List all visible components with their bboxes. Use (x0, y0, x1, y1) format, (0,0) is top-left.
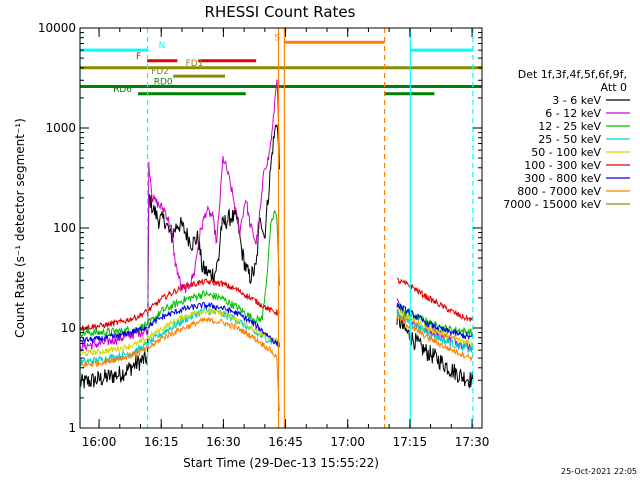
y-axis-label: Count Rate (s⁻¹ detector segment⁻¹) (13, 118, 27, 338)
x-axis-label: Start Time (29-Dec-13 15:55:22) (183, 456, 379, 470)
series-line (80, 278, 280, 332)
legend-label: 7000 - 15000 keV (503, 198, 601, 211)
state-bar-label: N (159, 41, 166, 51)
legend-label: 12 - 25 keV (538, 120, 601, 133)
y-tick-label: 10000 (38, 21, 76, 35)
x-tick-label: 16:00 (82, 435, 117, 449)
legend-label: 800 - 7000 keV (517, 185, 601, 198)
x-tick-label: 17:30 (455, 435, 490, 449)
y-tick-label: 100 (53, 221, 76, 235)
legend-label: 25 - 50 keV (538, 133, 601, 146)
state-bar-label: RD6 (113, 85, 132, 95)
state-bar-label: FD2 (151, 67, 169, 77)
x-tick-label: 16:30 (206, 435, 241, 449)
chart-title: RHESSI Count Rates (205, 3, 356, 21)
legend-label: 100 - 300 keV (524, 159, 601, 172)
legend-header: Att 0 (601, 81, 627, 94)
state-bar-label: FD1 (186, 59, 204, 69)
legend-header: Det 1f,3f,4f,5f,6f,9f, (518, 68, 627, 81)
y-tick-label: 10 (61, 321, 76, 335)
x-tick-label: 17:15 (393, 435, 428, 449)
legend-label: 6 - 12 keV (545, 107, 601, 120)
y-axis: 1 10 100 1000 10000 (38, 21, 482, 435)
x-tick-label: 16:45 (268, 435, 303, 449)
state-bar-label: RD0 (154, 78, 173, 88)
legend-label: 3 - 6 keV (552, 94, 601, 107)
x-tick-label: 17:00 (330, 435, 365, 449)
y-tick-label: 1000 (45, 121, 76, 135)
series-line (80, 79, 280, 353)
state-bar-label: S (274, 33, 280, 43)
series-line (80, 306, 280, 367)
series-line (80, 307, 280, 357)
legend-label: 50 - 100 keV (531, 146, 601, 159)
x-axis: 16:00 16:15 16:30 16:45 17:00 17:15 17:30 (82, 28, 490, 449)
footer-date: 25-Oct-2021 22:05 (561, 467, 637, 476)
legend-label: 300 - 800 keV (524, 172, 601, 185)
series-line (80, 316, 280, 412)
state-bar-label: F (136, 52, 141, 62)
series-line (80, 301, 280, 348)
y-tick-label: 1 (68, 421, 76, 435)
series-line (80, 123, 280, 389)
x-tick-label: 16:15 (144, 435, 179, 449)
